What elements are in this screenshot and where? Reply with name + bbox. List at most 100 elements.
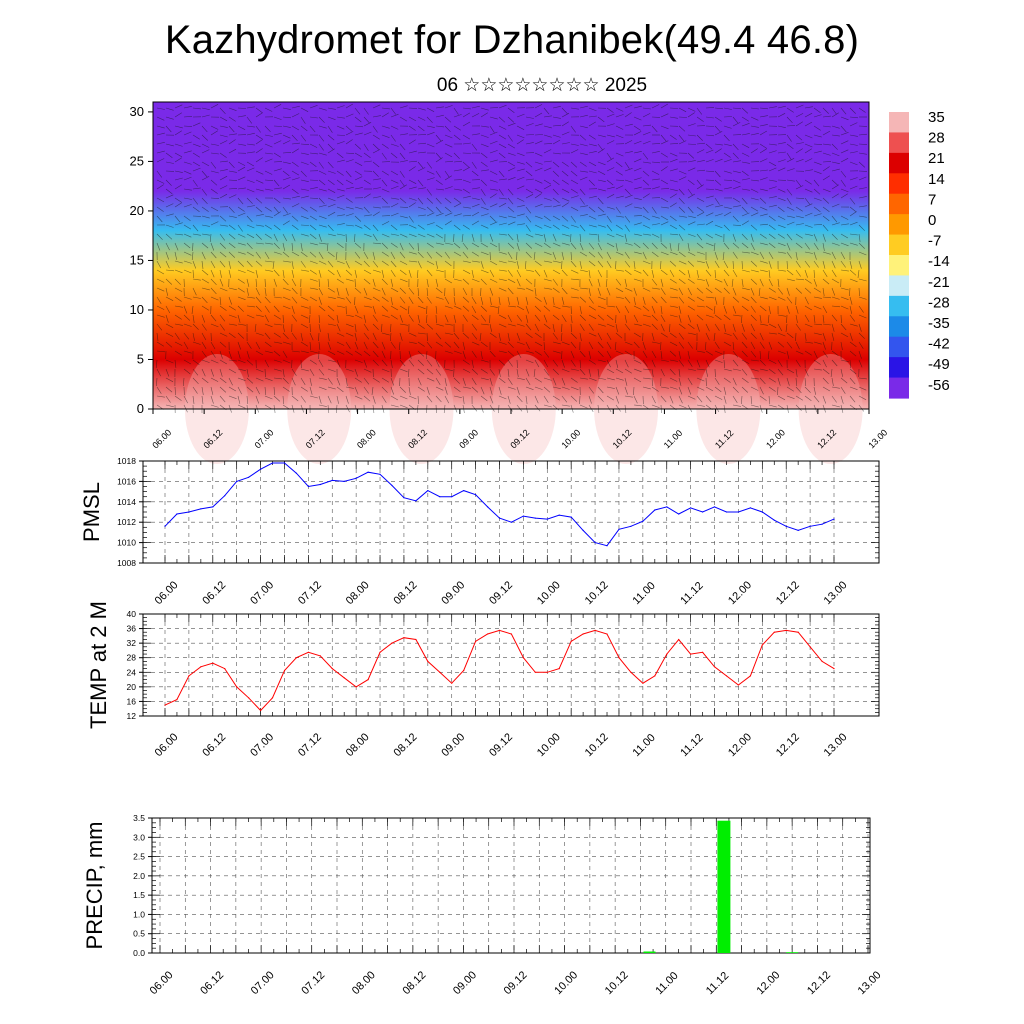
pmsl-point (558, 514, 560, 516)
panel-grid (152, 817, 870, 954)
panel-xtick-label: 11.12 (704, 970, 731, 997)
panel-xtick-label: 08.00 (350, 969, 378, 997)
pmsl-point (773, 519, 775, 521)
pmsl-point (582, 529, 584, 532)
colorbar-label: -49 (928, 356, 950, 373)
heatmap-xtick-label: 11.00 (662, 428, 685, 451)
pmsl-point (463, 490, 465, 492)
pmsl-point (678, 513, 680, 515)
pmsl-point (785, 525, 787, 527)
pmsl-point (570, 516, 572, 518)
pmsl-point (224, 495, 226, 497)
panel-minor-ticks (143, 460, 879, 564)
pmsl-point (833, 518, 835, 520)
colorbar-segment (889, 295, 909, 317)
pmsl-point (307, 485, 309, 488)
pmsl-point (498, 517, 501, 519)
temp-point (463, 669, 465, 672)
temp-point (236, 686, 238, 688)
temp-point (271, 697, 274, 699)
panel-ytick-label: 1008 (117, 558, 136, 568)
temp-point (176, 699, 178, 701)
temp-point (212, 662, 214, 664)
panel-xtick-label: 13.00 (822, 731, 850, 759)
temp-point (773, 631, 775, 633)
pmsl-point (176, 513, 178, 515)
panel-xtick-label: 08.12 (392, 579, 420, 607)
temp-point (582, 633, 584, 635)
panel-xtick-label: 09.12 (487, 579, 515, 607)
panel-xtick-label: 08.12 (400, 969, 428, 997)
temp-point (809, 646, 811, 648)
panel-ytick-label: 32 (127, 638, 137, 648)
temp-point (546, 671, 548, 673)
temp-point (522, 657, 525, 659)
temp-point (654, 675, 656, 677)
temp-point (427, 660, 429, 663)
temp-point (331, 668, 333, 670)
panel-xtick-label: 10.12 (603, 969, 631, 997)
panel-xtick-label: 07.00 (249, 969, 277, 997)
temp-point (224, 668, 226, 670)
temp-point (785, 629, 787, 632)
temp-point (403, 637, 405, 639)
pmsl-point (702, 511, 704, 513)
panel-xtick-label: 10.12 (583, 731, 611, 759)
colorbar-label: 14 (928, 171, 945, 188)
panel-xtick-label: 12.12 (774, 731, 802, 759)
heatmap-xtick-label: 06.00 (150, 427, 173, 450)
pmsl-point (343, 480, 345, 482)
temp-point (415, 638, 417, 641)
precip-bar (643, 951, 656, 953)
temp-point (164, 704, 166, 706)
pmsl-point (642, 520, 644, 522)
panel-ylabel: PMSL (79, 482, 104, 542)
heatmap-ytick-label: 5 (137, 351, 144, 366)
pmsl-point (355, 477, 357, 479)
panel-xtick-label: 07.00 (248, 579, 276, 607)
pmsl-point (475, 494, 477, 496)
precip-bar (717, 820, 731, 953)
panel-ytick-label: 36 (127, 624, 137, 634)
panel-ytick-label: 24 (127, 667, 137, 677)
pmsl-point (415, 500, 417, 502)
panel-frame (142, 460, 880, 564)
panel-xtick-label: 13.00 (856, 969, 884, 997)
panel-ytick-label: 1014 (117, 497, 136, 507)
panel-xtick-label: 09.00 (451, 969, 479, 997)
pmsl-point (319, 483, 321, 486)
panel-ytick-label: 3.5 (133, 813, 145, 823)
panel-ytick-label: 1.0 (133, 909, 145, 919)
temp-point (702, 651, 704, 653)
panel-xtick-label: 08.12 (392, 731, 420, 759)
panel-minor-ticks (143, 613, 879, 717)
colorbar-label: -42 (928, 336, 950, 353)
panel-ytick-label: 1010 (117, 538, 136, 548)
colorbar-segment (889, 193, 909, 215)
temp-point (534, 671, 536, 673)
colorbar-segment (889, 357, 909, 379)
temp-point (439, 671, 441, 673)
pmsl-point (260, 468, 262, 470)
pmsl-point (164, 525, 166, 527)
heatmap-xtick-label: 12.00 (764, 427, 787, 450)
heatmap-xtick-label: 07.00 (253, 427, 276, 450)
pmsl-point (761, 511, 763, 513)
pmsl-point (487, 506, 489, 508)
panel-ytick-label: 16 (127, 696, 137, 706)
panel-xtick-label: 10.12 (583, 579, 611, 607)
pmsl-point (666, 506, 668, 508)
pmsl-point (630, 525, 632, 527)
pmsl-point (821, 523, 823, 525)
colorbar-label: 35 (928, 109, 945, 126)
panel-ytick-label: 2.5 (133, 852, 145, 862)
pmsl-point (654, 509, 656, 511)
pmsl-point (200, 508, 202, 510)
panel-ylabel: PRECIP, mm (82, 822, 107, 950)
panel-xtick-label: 11.12 (678, 580, 705, 607)
pmsl-point (618, 528, 620, 530)
heatmap-ytick-label: 10 (130, 302, 144, 317)
colorbar-label: 0 (928, 212, 936, 229)
temp-point (248, 697, 250, 699)
pmsl-point (594, 542, 596, 544)
